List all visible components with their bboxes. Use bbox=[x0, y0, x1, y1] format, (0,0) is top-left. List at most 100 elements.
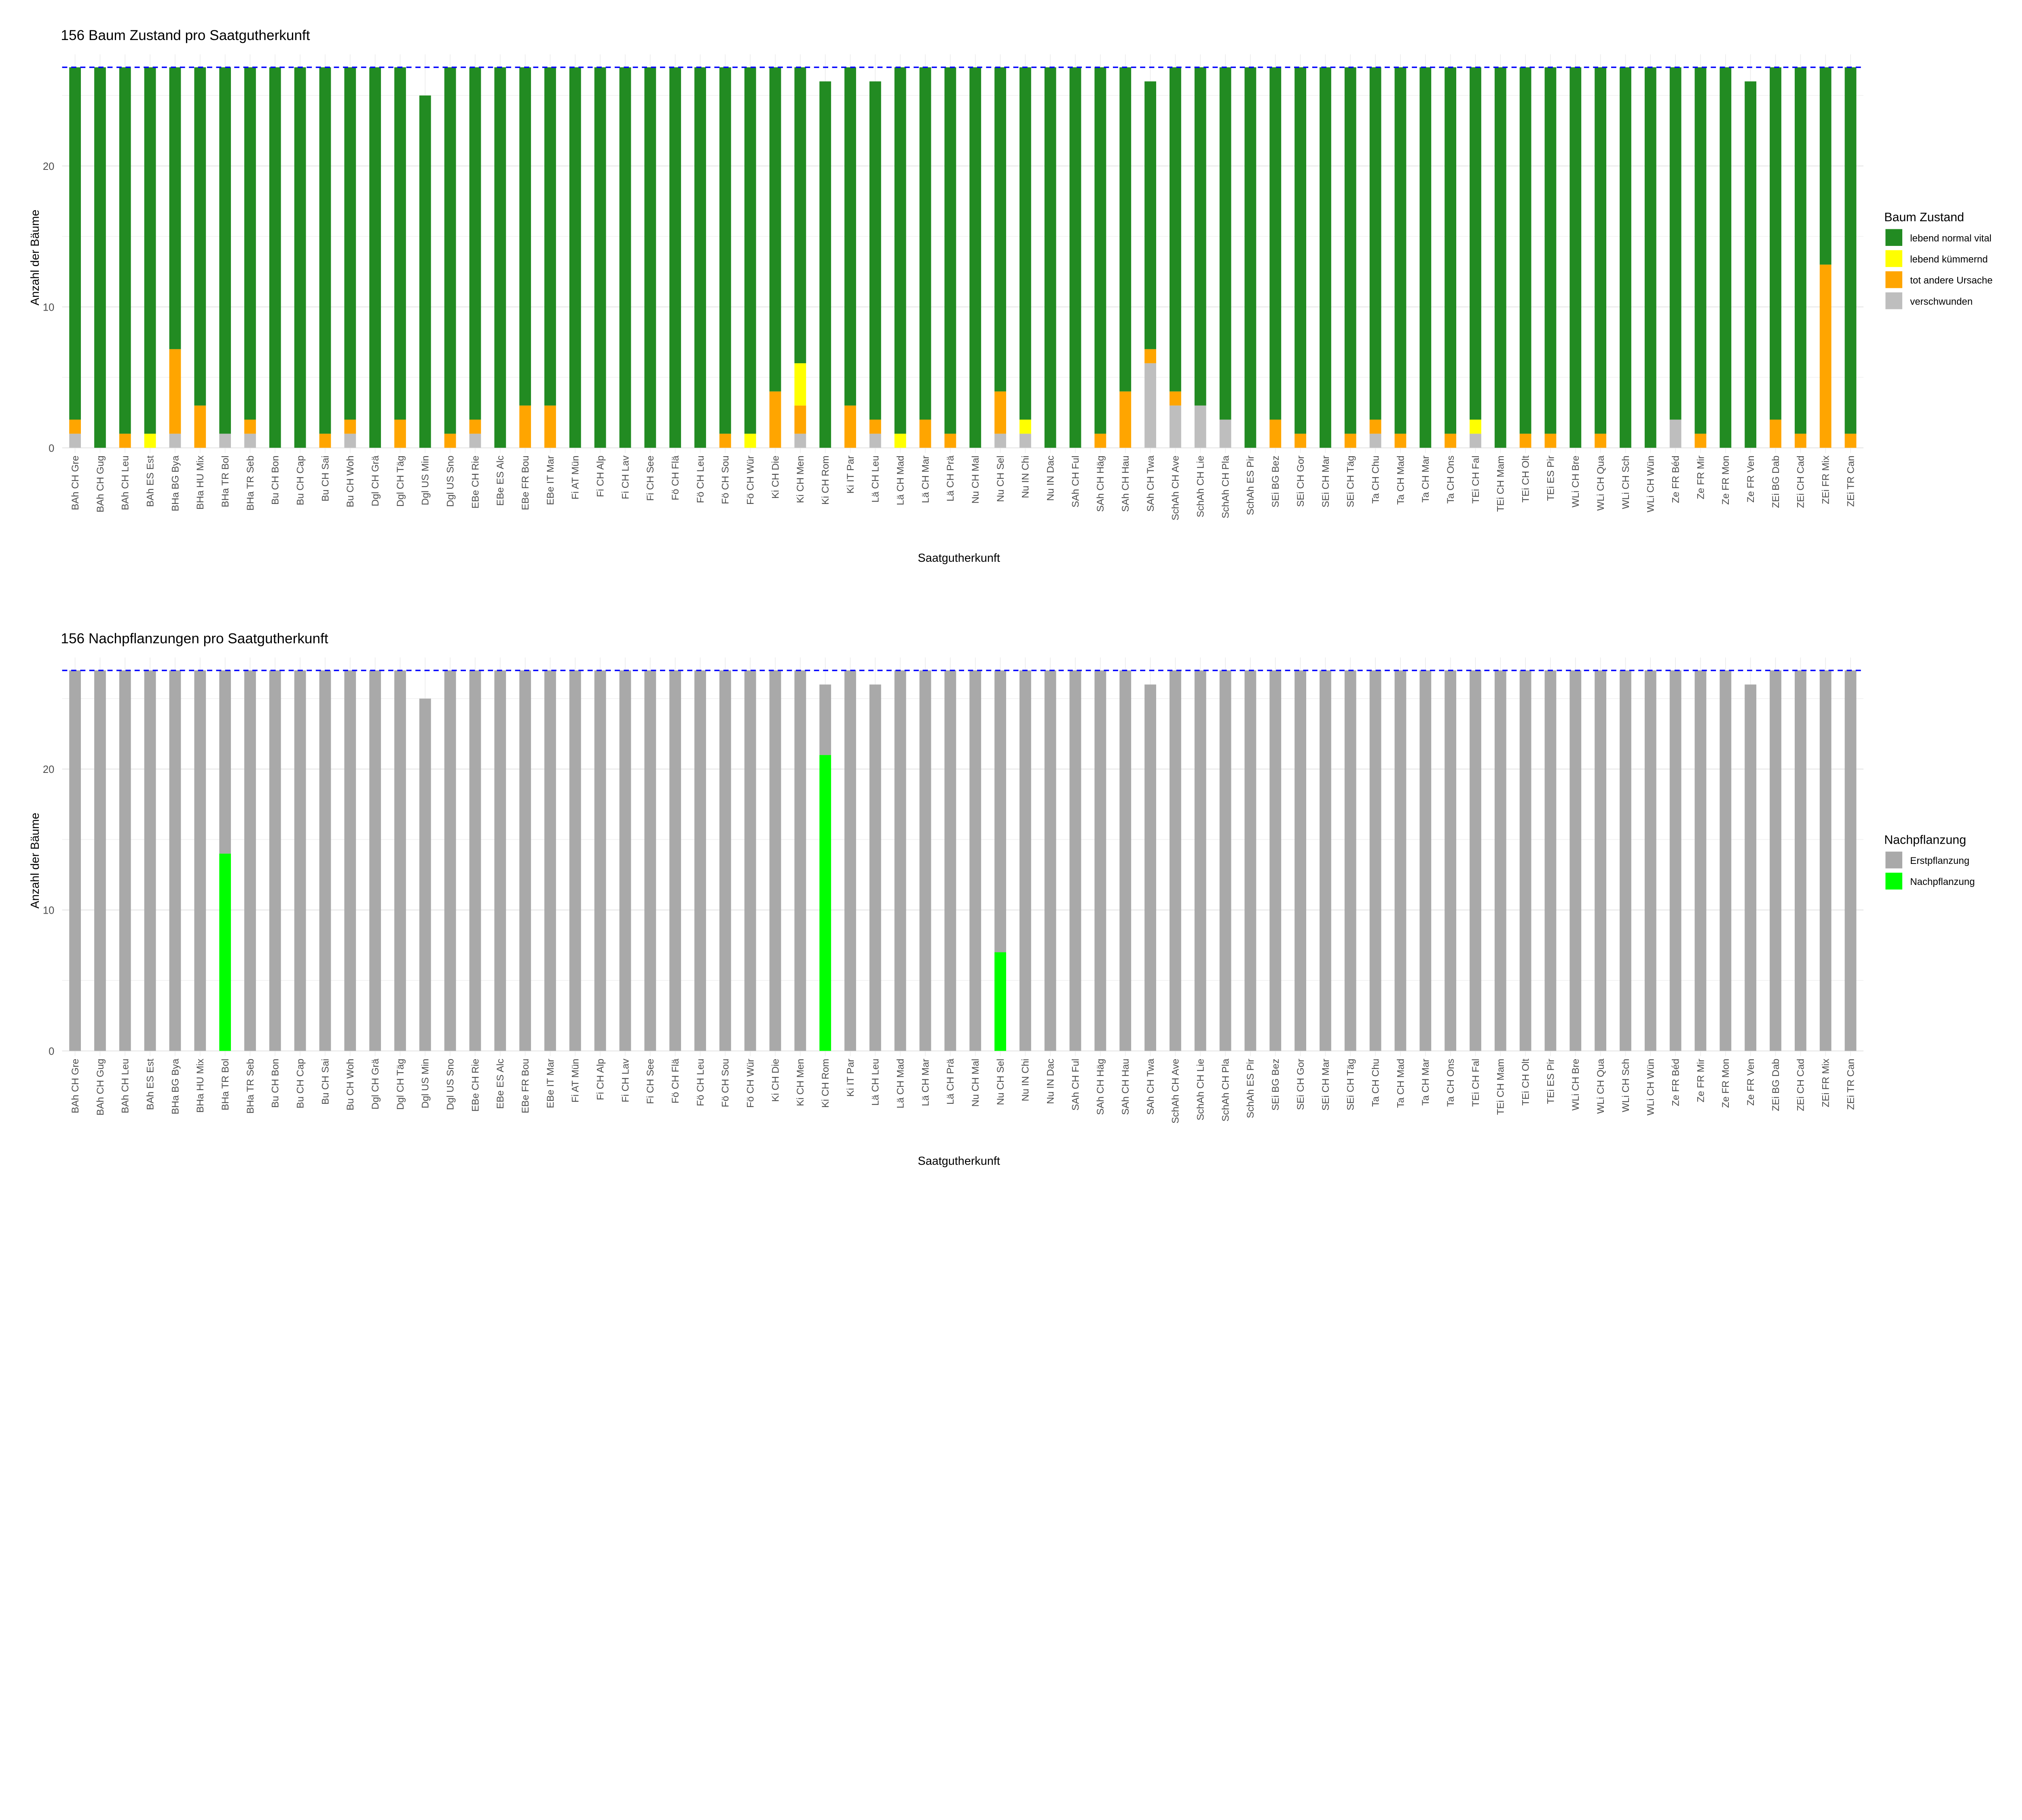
x-tick-label: Lä CH Prä bbox=[945, 455, 956, 502]
bar-segment-erstpflanzung bbox=[1294, 670, 1306, 1051]
x-tick-label: Fö CH Leu bbox=[695, 1059, 706, 1107]
bar-segment-erstpflanzung bbox=[219, 670, 231, 854]
bar-segment-lebend-normal-vital bbox=[1144, 81, 1156, 349]
x-tick-label: SEi CH Mar bbox=[1320, 1059, 1331, 1111]
bar-segment-lebend-normal-vital bbox=[444, 67, 456, 434]
x-tick-label: Ta CH Mad bbox=[1395, 455, 1406, 505]
x-tick-label: WLi CH Bre bbox=[1570, 455, 1581, 507]
bar-segment-tot-andere-ursache bbox=[769, 391, 781, 448]
bar-segment-erstpflanzung bbox=[269, 670, 281, 1051]
x-tick-label: Fi CH See bbox=[645, 455, 656, 501]
bar-segment-lebend-normal-vital bbox=[194, 67, 206, 406]
bar-segment-erstpflanzung bbox=[1669, 670, 1681, 1051]
bar-segment-erstpflanzung bbox=[919, 670, 931, 1051]
x-tick-label: EBe CH Rie bbox=[470, 1059, 481, 1112]
x-tick-label: SAh CH Hau bbox=[1120, 455, 1131, 512]
bar-segment-lebend-normal-vital bbox=[994, 67, 1006, 392]
x-tick-label: Fö CH Sou bbox=[720, 455, 731, 504]
x-tick-label: TEi CH Mam bbox=[1495, 455, 1506, 512]
x-tick-label: BAh CH Gug bbox=[95, 1059, 106, 1116]
legend-label: lebend kümmernd bbox=[1910, 254, 1988, 265]
x-tick-label: ZEi BG Dab bbox=[1770, 455, 1781, 508]
x-tick-label: Ki CH Men bbox=[795, 455, 806, 503]
bar-segment-lebend-kümmernd bbox=[144, 434, 156, 448]
legend-swatch bbox=[1885, 271, 1902, 288]
legend-label: tot andere Ursache bbox=[1910, 275, 1992, 286]
bar-segment-erstpflanzung bbox=[769, 670, 781, 1051]
bar-segment-erstpflanzung bbox=[544, 670, 556, 1051]
x-tick-label: TEi CH Fal bbox=[1470, 455, 1481, 504]
x-tick-label: SAh CH Ful bbox=[1070, 1059, 1081, 1111]
x-tick-label: Fi CH Alp bbox=[595, 1059, 606, 1100]
bar-segment-erstpflanzung bbox=[519, 670, 531, 1051]
x-tick-label: SchAh ES Pir bbox=[1245, 1059, 1256, 1118]
x-tick-label: Lä CH Mar bbox=[920, 455, 931, 503]
x-tick-label: BHa BG Bya bbox=[170, 1058, 181, 1114]
x-tick-label: Dgl US Sno bbox=[445, 1059, 456, 1110]
bar-segment-lebend-normal-vital bbox=[1369, 67, 1381, 420]
x-tick-label: BAh CH Gre bbox=[70, 455, 81, 510]
bar-segment-tot-andere-ursache bbox=[1445, 434, 1457, 448]
x-tick-label: SAh CH Ful bbox=[1070, 455, 1081, 507]
bar-segment-erstpflanzung bbox=[1644, 670, 1656, 1051]
y-tick-label: 20 bbox=[43, 764, 54, 775]
x-tick-label: TEi CH Fal bbox=[1470, 1059, 1481, 1107]
x-tick-label: Nu CH Sel bbox=[995, 455, 1006, 502]
x-tick-label: Fö CH Sou bbox=[720, 1059, 731, 1107]
bar-segment-lebend-normal-vital bbox=[919, 67, 931, 420]
bar-segment-erstpflanzung bbox=[1445, 670, 1457, 1051]
bar-segment-erstpflanzung bbox=[594, 670, 606, 1051]
x-tick-label: SchAh CH Ave bbox=[1170, 455, 1181, 520]
bar-segment-verschwunden bbox=[1144, 363, 1156, 448]
bar-segment-lebend-normal-vital bbox=[1620, 67, 1631, 448]
bar-segment-tot-andere-ursache bbox=[119, 434, 131, 448]
bar-segment-erstpflanzung bbox=[1694, 670, 1707, 1051]
bar-segment-erstpflanzung bbox=[944, 670, 956, 1051]
x-tick-label: Dgl CH Grä bbox=[370, 1058, 381, 1109]
bar-segment-lebend-normal-vital bbox=[1394, 67, 1407, 434]
y-axis-title: Anzahl der Bäume bbox=[29, 210, 42, 305]
bar-segment-lebend-normal-vital bbox=[1320, 67, 1331, 448]
bar-segment-verschwunden bbox=[344, 434, 356, 448]
x-tick-label: Ze FR Béd bbox=[1670, 1059, 1681, 1107]
bar-segment-verschwunden bbox=[794, 434, 806, 448]
x-tick-label: BHa TR Bol bbox=[220, 1059, 231, 1111]
bar-segment-lebend-normal-vital bbox=[169, 67, 181, 349]
x-tick-label: BAh CH Leu bbox=[120, 455, 131, 510]
bar-segment-tot-andere-ursache bbox=[394, 419, 406, 448]
x-tick-label: Bu CH Bon bbox=[270, 1059, 281, 1108]
bar-segment-erstpflanzung bbox=[1794, 670, 1806, 1051]
x-tick-label: ZEi TR Can bbox=[1845, 455, 1856, 507]
x-tick-label: Ki CH Die bbox=[770, 455, 781, 499]
x-tick-label: BAh CH Gug bbox=[95, 455, 106, 512]
x-tick-label: WLi CH Bre bbox=[1570, 1059, 1581, 1111]
bar-segment-lebend-normal-vital bbox=[794, 67, 806, 364]
bar-segment-erstpflanzung bbox=[869, 684, 881, 1051]
x-tick-label: EBe FR Bou bbox=[520, 455, 531, 510]
bar-segment-lebend-normal-vital bbox=[669, 67, 681, 448]
bar-segment-tot-andere-ursache bbox=[1094, 434, 1106, 448]
x-tick-label: Ze FR Ven bbox=[1745, 455, 1756, 502]
x-tick-label: WLi CH Qua bbox=[1595, 1058, 1606, 1114]
bar-segment-lebend-normal-vital bbox=[1595, 67, 1607, 434]
x-tick-label: BHa TR Bol bbox=[220, 455, 231, 507]
bar-segment-erstpflanzung bbox=[419, 698, 431, 1051]
legend-swatch bbox=[1885, 292, 1902, 309]
bar-segment-verschwunden bbox=[169, 434, 181, 448]
bar-segment-lebend-normal-vital bbox=[1770, 67, 1781, 420]
bar-segment-erstpflanzung bbox=[394, 670, 406, 1051]
bar-segment-erstpflanzung bbox=[1770, 670, 1781, 1051]
bar-segment-erstpflanzung bbox=[1194, 670, 1206, 1051]
x-tick-label: Fi CH Alp bbox=[595, 455, 606, 497]
x-tick-label: WLi CH Sch bbox=[1620, 455, 1631, 509]
x-tick-label: Ta CH Ons bbox=[1445, 455, 1456, 504]
x-tick-label: Lä CH Prä bbox=[945, 1058, 956, 1105]
bar-segment-lebend-normal-vital bbox=[94, 67, 106, 448]
bar-segment-erstpflanzung bbox=[494, 670, 506, 1051]
bar-segment-tot-andere-ursache bbox=[1794, 434, 1806, 448]
x-tick-label: BHa TR Seb bbox=[245, 455, 256, 510]
bar-segment-erstpflanzung bbox=[1019, 670, 1031, 1051]
bar-segment-lebend-normal-vital bbox=[1445, 67, 1457, 434]
x-tick-label: WLi CH Wün bbox=[1646, 455, 1656, 512]
bar-segment-erstpflanzung bbox=[119, 670, 131, 1051]
